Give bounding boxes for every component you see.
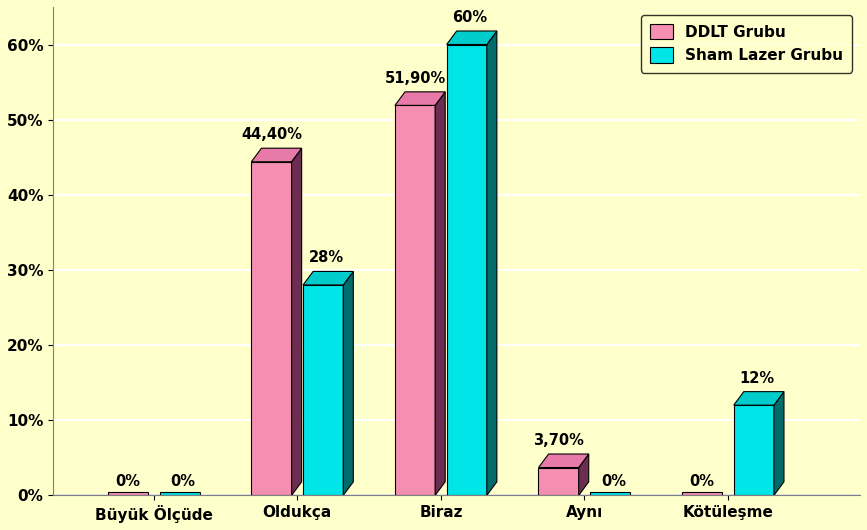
Text: 0%: 0%: [170, 474, 195, 489]
Bar: [108, 492, 148, 496]
Text: 60%: 60%: [453, 10, 487, 25]
Bar: [447, 45, 486, 496]
Polygon shape: [251, 148, 302, 162]
Text: 3,70%: 3,70%: [533, 433, 584, 448]
Legend: DDLT Grubu, Sham Lazer Grubu: DDLT Grubu, Sham Lazer Grubu: [641, 15, 852, 73]
Text: 0%: 0%: [115, 474, 140, 489]
Bar: [251, 162, 291, 496]
Text: 0%: 0%: [601, 474, 626, 489]
Text: 12%: 12%: [740, 370, 774, 386]
Polygon shape: [395, 92, 445, 105]
Polygon shape: [343, 271, 354, 496]
Polygon shape: [303, 271, 354, 285]
Bar: [303, 285, 343, 496]
Text: 44,40%: 44,40%: [241, 127, 302, 142]
Polygon shape: [774, 392, 784, 496]
Polygon shape: [435, 92, 445, 496]
Polygon shape: [733, 392, 784, 405]
Bar: [160, 492, 199, 496]
Bar: [395, 105, 435, 496]
Polygon shape: [538, 454, 589, 467]
Bar: [733, 405, 774, 496]
Bar: [682, 492, 722, 496]
Polygon shape: [486, 31, 497, 496]
Bar: [538, 467, 578, 496]
Text: 51,90%: 51,90%: [384, 71, 446, 86]
Text: 0%: 0%: [689, 474, 714, 489]
Polygon shape: [447, 31, 497, 45]
Bar: [590, 492, 630, 496]
Polygon shape: [578, 454, 589, 496]
Polygon shape: [291, 148, 302, 496]
Text: 28%: 28%: [309, 250, 343, 266]
